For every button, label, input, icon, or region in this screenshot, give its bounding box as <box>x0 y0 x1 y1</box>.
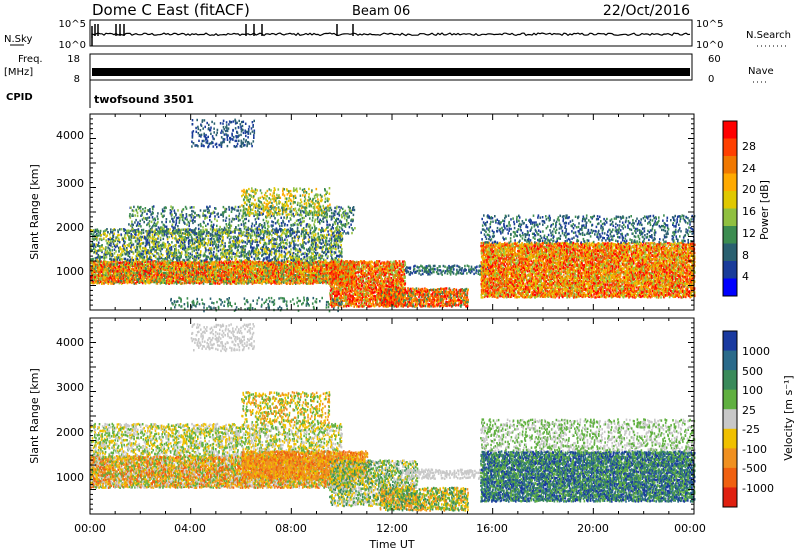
data-cell <box>154 276 156 278</box>
data-cell <box>94 268 96 270</box>
data-cell <box>142 261 144 263</box>
data-cell <box>172 280 174 282</box>
data-cell <box>127 274 129 276</box>
data-cell <box>143 267 145 269</box>
data-cell <box>155 270 157 272</box>
data-cell <box>105 272 107 274</box>
data-cell <box>99 274 101 276</box>
data-cell <box>157 282 159 284</box>
figure: Dome C East (fitACF) Beam 06 22/Oct/2016… <box>0 0 800 554</box>
nsearch-tick-top: 10^5 <box>696 19 723 30</box>
data-cell <box>174 264 176 266</box>
data-cell <box>139 265 141 267</box>
data-cell <box>101 261 103 263</box>
data-cell <box>113 263 115 265</box>
freq-strip: Freq. [MHz] 18 8 60 0 Nave <box>4 54 774 85</box>
data-cell <box>155 261 157 263</box>
cpid-value: twofsound 3501 <box>94 93 194 106</box>
data-cell <box>129 266 131 268</box>
data-cell <box>99 271 101 273</box>
cpid-strip: CPID twofsound 3501 <box>6 80 194 108</box>
data-cell <box>141 267 143 269</box>
data-cell <box>145 280 147 282</box>
freq-frame <box>90 54 692 80</box>
data-cell <box>170 262 172 264</box>
data-cell <box>179 266 181 268</box>
freq-tick-bottom: 8 <box>74 74 80 85</box>
data-cell <box>165 280 167 282</box>
date-label: 22/Oct/2016 <box>603 3 690 19</box>
freq-tick-top: 18 <box>67 54 80 65</box>
data-cell <box>176 283 178 285</box>
data-cell <box>156 268 158 270</box>
cpid-label: CPID <box>6 92 33 103</box>
data-cell <box>175 261 177 263</box>
data-cell <box>152 274 154 276</box>
power-panel: Slant Range [km] 4000 3000 2000 1000 <box>28 114 696 312</box>
data-cell <box>134 265 136 267</box>
data-cell <box>109 261 111 263</box>
nave-label: Nave <box>748 66 774 77</box>
data-cell <box>157 263 159 265</box>
data-cell <box>145 282 147 284</box>
data-cell <box>171 269 173 271</box>
data-cell <box>124 277 126 279</box>
nsky-strip: N.Sky 10^5 10^0 10^5 10^0 N.Search <box>4 19 791 51</box>
nave-tick-bottom: 0 <box>708 74 714 85</box>
data-cell <box>109 270 111 272</box>
data-cell <box>164 272 166 274</box>
data-cell <box>118 280 120 282</box>
data-cell <box>125 269 127 271</box>
data-cell <box>101 283 103 285</box>
data-cell <box>176 277 178 279</box>
data-cell <box>98 282 100 284</box>
freq-band <box>92 68 690 76</box>
data-cell <box>147 267 149 269</box>
data-cell <box>131 268 133 270</box>
nsky-trace <box>92 24 690 46</box>
data-cell <box>118 278 120 280</box>
freq-label-line2: [MHz] <box>4 67 33 78</box>
nsky-tick-top: 10^5 <box>59 19 86 30</box>
data-cell <box>94 276 96 278</box>
data-cell <box>148 263 150 265</box>
nsearch-label: N.Search <box>746 30 791 41</box>
nsky-line <box>92 33 690 38</box>
data-cell <box>134 272 136 274</box>
data-cell <box>169 274 171 276</box>
nsky-tick-bottom: 10^0 <box>59 40 86 51</box>
freq-label-line1: Freq. <box>18 54 43 65</box>
nsearch-tick-bottom: 10^0 <box>696 40 723 51</box>
data-cell <box>121 268 123 270</box>
data-cell <box>156 265 158 267</box>
radar-title: Dome C East (fitACF) <box>92 1 250 19</box>
data-cell <box>103 263 105 265</box>
data-cell <box>151 266 153 268</box>
data-cell <box>141 263 143 265</box>
data-cell <box>152 260 154 262</box>
nsky-label: N.Sky <box>4 34 32 45</box>
data-cell <box>147 260 149 262</box>
data-cell <box>169 264 171 266</box>
beam-label: Beam 06 <box>352 4 410 19</box>
nave-tick-top: 60 <box>708 54 721 65</box>
data-cell <box>152 276 154 278</box>
data-cell <box>103 282 105 284</box>
power-scatter <box>90 119 696 313</box>
data-cell <box>131 280 133 282</box>
data-cell <box>106 278 108 280</box>
